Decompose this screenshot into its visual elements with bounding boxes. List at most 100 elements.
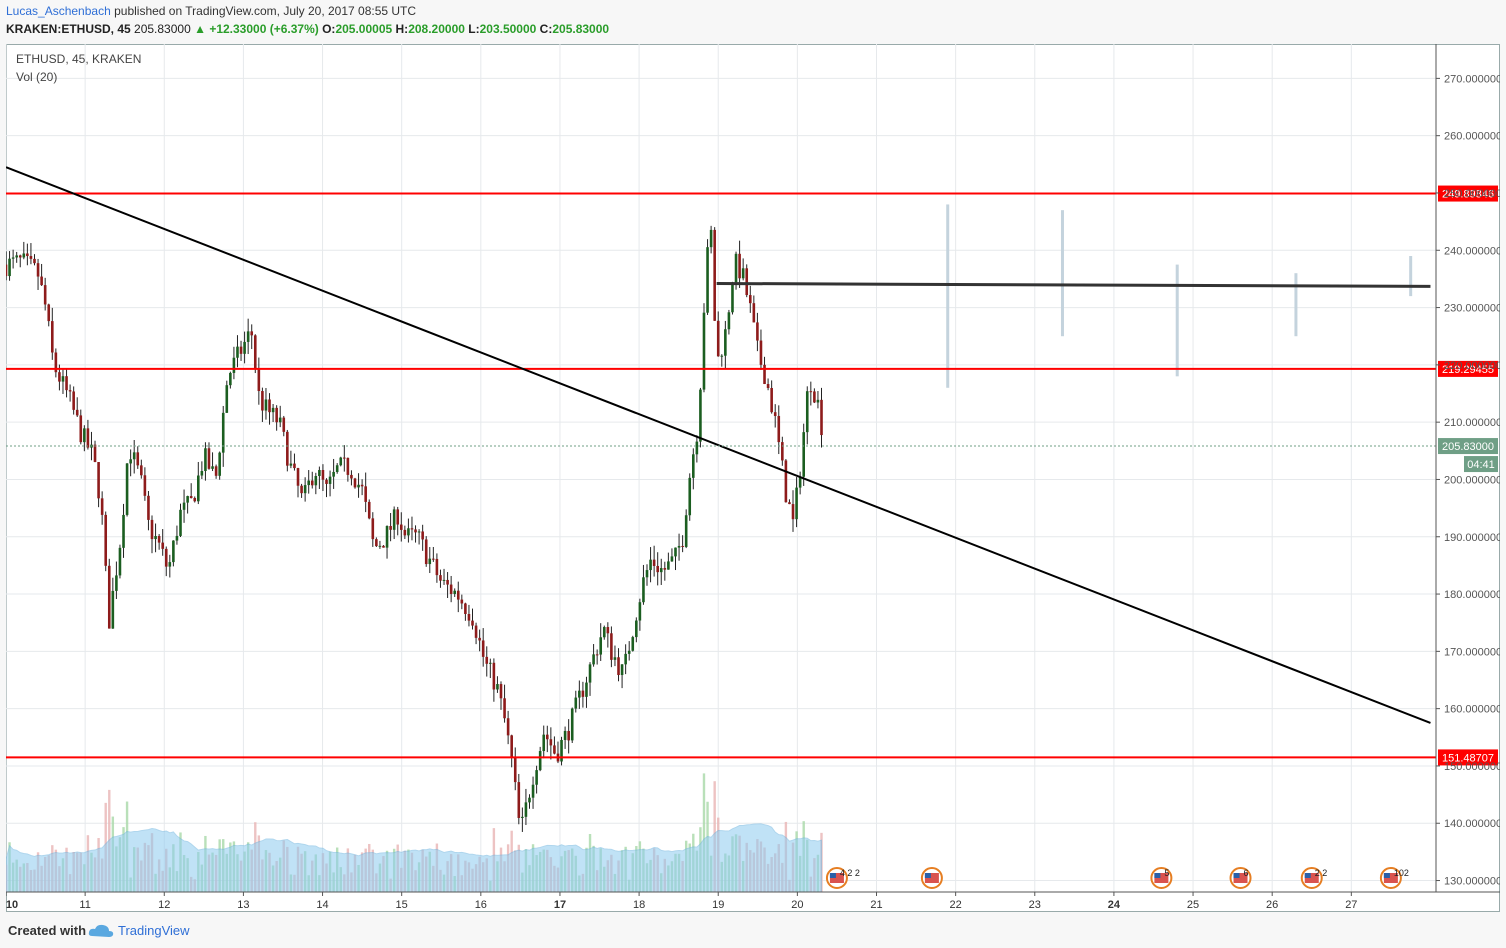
- candle-body: [154, 536, 157, 540]
- candle-body: [29, 256, 33, 259]
- price-tick-label: 190.000000: [1444, 532, 1500, 544]
- event-markers[interactable]: 4 2 2 5 6 2 2 102: [825, 867, 1409, 889]
- flag-canton: [1154, 873, 1161, 878]
- candle-body: [22, 253, 26, 258]
- candle-body: [346, 457, 350, 475]
- drawing-lines[interactable]: [6, 166, 1436, 759]
- candle-body: [296, 468, 300, 486]
- candle-body: [652, 559, 656, 566]
- tradingview-brand[interactable]: TradingView: [118, 923, 190, 938]
- candle-body: [15, 255, 18, 258]
- ghost-bar: [1409, 256, 1413, 297]
- candle-body: [741, 268, 745, 279]
- candle-body: [396, 509, 400, 525]
- open-label: O:: [322, 22, 336, 36]
- footer: Created with TradingView: [0, 914, 1506, 948]
- candle-body: [460, 599, 464, 604]
- resistance-line: [716, 282, 1431, 288]
- candle-body: [688, 477, 692, 516]
- candle-body: [40, 276, 43, 286]
- countdown-text: 04:41: [1467, 459, 1495, 471]
- candle-body: [631, 637, 635, 651]
- price-chart[interactable]: 4 2 2 5 6 2 2 102 249.89846 219.29455 151.4870…: [6, 44, 1500, 912]
- candle-body: [464, 603, 467, 614]
- candle-body: [43, 285, 47, 305]
- flag-stripes: [1304, 873, 1319, 883]
- time-tick-label: 24: [1108, 899, 1121, 911]
- time-tick-label: 21: [870, 899, 882, 911]
- time-tick-label: 23: [1029, 899, 1041, 911]
- candle-body: [264, 399, 268, 411]
- candle-body: [111, 590, 115, 629]
- time-tick-label: 27: [1345, 899, 1357, 911]
- candle-body: [350, 474, 353, 479]
- candle-body: [414, 529, 417, 533]
- candle-body: [417, 531, 421, 533]
- event-count: 5: [1164, 868, 1169, 878]
- candle-body: [592, 654, 595, 665]
- candle-body: [684, 515, 688, 547]
- time-axis[interactable]: 10 11 12 13 14 15 16 17 18 19 20 21 22 23 24 25 26 27: [6, 891, 1500, 911]
- price-tick-label: 250.000000: [1444, 188, 1500, 200]
- candle-body: [667, 561, 670, 570]
- time-tick-label: 10: [6, 899, 18, 911]
- candle-body: [54, 352, 58, 373]
- candle-body: [748, 295, 752, 304]
- candle-body: [670, 556, 674, 562]
- candle-body: [335, 465, 339, 472]
- candle-body: [364, 486, 367, 502]
- candle-body: [229, 372, 232, 386]
- candle-body: [246, 331, 250, 342]
- candle-body: [407, 528, 410, 536]
- candle-body: [275, 407, 278, 423]
- projection-bars: [946, 204, 1413, 388]
- volume-ma-area: [6, 823, 823, 893]
- candle-body: [382, 545, 385, 548]
- candle-body: [271, 407, 275, 413]
- price-axis[interactable]: 249.89846 219.29455 151.48707 205.83000 04:4…: [1435, 44, 1500, 892]
- candle-body: [50, 321, 54, 353]
- candle-body: [645, 570, 649, 578]
- flag-stripes: [1154, 873, 1169, 883]
- candle-body: [6, 264, 8, 277]
- candle-body: [777, 415, 781, 443]
- candle-body: [524, 802, 528, 817]
- candle-body: [620, 664, 624, 676]
- candle-body: [257, 368, 261, 392]
- candle-body: [535, 770, 538, 785]
- candle-body: [716, 320, 720, 357]
- candle-body: [357, 484, 360, 488]
- low-value: 203.50000: [479, 22, 537, 36]
- candle-body: [681, 545, 684, 547]
- candle-body: [649, 559, 652, 571]
- candle-body: [446, 579, 449, 585]
- candle-body: [47, 304, 51, 322]
- candle-body: [58, 372, 61, 382]
- candle-body: [403, 529, 407, 536]
- countdown-bg: [1464, 456, 1498, 473]
- candle-body: [770, 388, 773, 413]
- candle-body: [528, 797, 531, 803]
- candle-body: [232, 357, 236, 373]
- candle-body: [218, 452, 221, 476]
- last-price: 205.83000: [134, 22, 191, 36]
- candle-body: [517, 782, 521, 818]
- candle-body: [588, 664, 592, 683]
- candle-body: [204, 448, 207, 472]
- candle-body: [385, 525, 389, 548]
- author-link[interactable]: Lucas_Aschenbach: [6, 4, 111, 18]
- candle-body: [268, 399, 271, 413]
- flag-canton: [1233, 873, 1240, 878]
- candle-body: [65, 376, 68, 391]
- candle-body: [86, 428, 90, 448]
- candle-body: [61, 376, 65, 382]
- time-tick-label: 20: [791, 899, 803, 911]
- candle-body: [467, 613, 471, 621]
- candle-body: [332, 471, 335, 477]
- chart-pane[interactable]: [6, 44, 1500, 912]
- current-price-bg: [1438, 438, 1498, 455]
- candle-body: [578, 690, 581, 698]
- candle-body: [367, 501, 371, 519]
- candle-body: [424, 539, 428, 565]
- candle-body: [392, 509, 396, 530]
